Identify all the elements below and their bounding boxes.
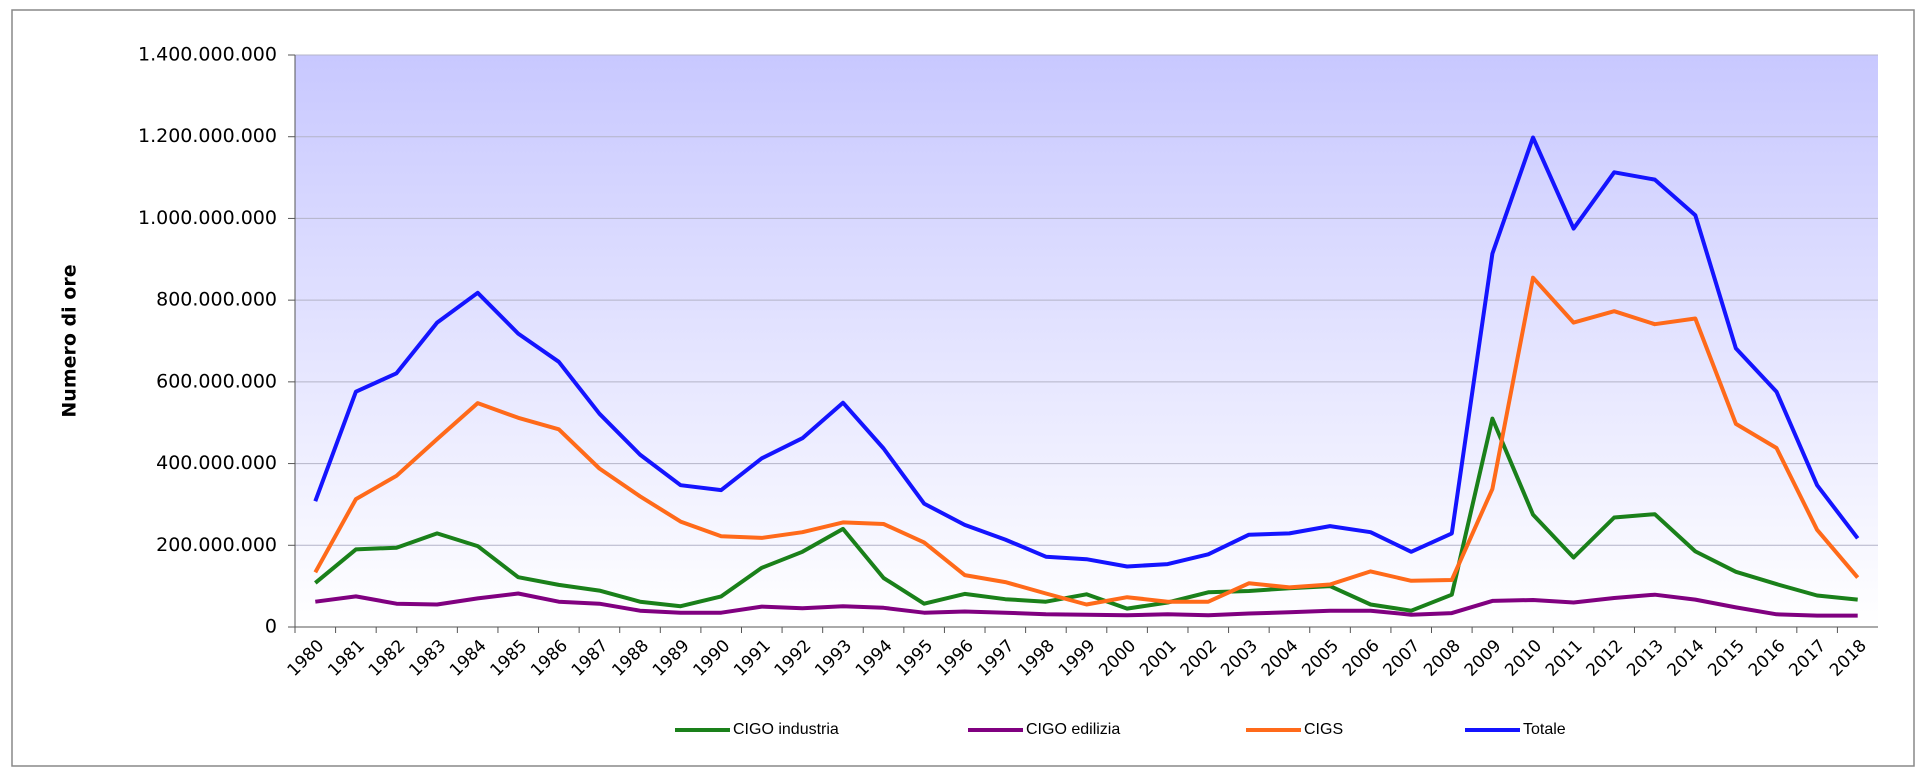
legend-label: CIGO industria xyxy=(733,721,839,738)
y-tick-label: 600.000.000 xyxy=(156,370,277,392)
y-tick-label: 200.000.000 xyxy=(156,534,277,556)
y-tick-label: 0 xyxy=(265,616,277,638)
series-line xyxy=(313,275,1860,607)
series-line xyxy=(315,591,1858,618)
y-tick-label: 1.200.000.000 xyxy=(138,125,277,147)
y-tick-label: 1.000.000.000 xyxy=(138,207,277,229)
y-tick-label: 800.000.000 xyxy=(156,289,277,311)
legend-label: CIGS xyxy=(1304,721,1343,738)
legend-label: Totale xyxy=(1523,721,1566,738)
y-tick-label: 1.400.000.000 xyxy=(138,44,277,66)
series-line xyxy=(313,135,1860,569)
y-axis-title: Numero di ore xyxy=(59,264,81,417)
legend-label: CIGO edilizia xyxy=(1026,721,1120,738)
plot-area xyxy=(295,55,1878,627)
series-line xyxy=(314,416,1858,613)
y-tick-label: 400.000.000 xyxy=(156,452,277,474)
